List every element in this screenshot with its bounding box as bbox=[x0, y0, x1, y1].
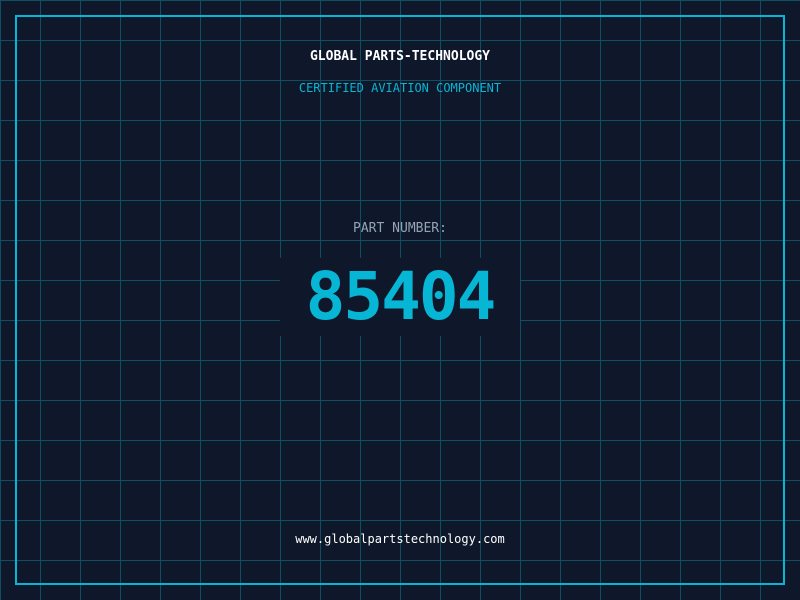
company-name: GLOBAL PARTS-TECHNOLOGY bbox=[309, 49, 490, 64]
certification-subtitle: CERTIFIED AVIATION COMPONENT bbox=[298, 81, 502, 95]
part-number-backdrop bbox=[280, 258, 520, 336]
part-number-value: 85404 bbox=[305, 258, 497, 335]
part-number-label: PART NUMBER: bbox=[353, 221, 447, 236]
border-frame bbox=[15, 15, 785, 585]
website-url: www.globalpartstechnology.com bbox=[295, 532, 505, 546]
